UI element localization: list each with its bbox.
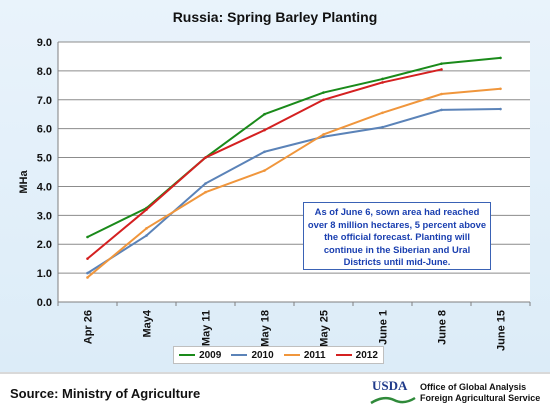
y-tick-label: 4.0 — [37, 181, 52, 193]
x-tick-label: May 18 — [260, 310, 272, 347]
annotation-box: As of June 6, sown area had reached over… — [303, 202, 491, 270]
legend-label-2011: 2011 — [303, 349, 326, 361]
y-tick-label: 6.0 — [37, 124, 52, 136]
legend-item-2010: 2010 — [231, 349, 274, 361]
y-tick-label: 3.0 — [37, 210, 52, 222]
data-point-2011 — [145, 227, 148, 230]
data-point-2010 — [86, 271, 89, 275]
x-tick-label: May 11 — [201, 310, 213, 346]
data-point-2009 — [381, 77, 384, 81]
data-point-2009 — [86, 235, 89, 239]
series-line-2010 — [86, 108, 501, 274]
y-tick-label: 8.0 — [37, 66, 52, 78]
chart-title: Russia: Spring Barley Planting — [172, 9, 378, 25]
x-tick-label: June 1 — [378, 310, 390, 345]
legend-label-2009: 2009 — [199, 349, 222, 361]
data-point-2009 — [263, 112, 266, 116]
data-point-2010 — [204, 182, 207, 185]
legend-item-2011: 2011 — [283, 349, 326, 361]
data-point-2009 — [499, 56, 502, 60]
y-tick-label: 2.0 — [37, 239, 52, 251]
data-point-2009 — [322, 91, 325, 94]
data-point-2012 — [145, 208, 148, 211]
data-point-2012 — [263, 128, 266, 132]
data-point-2010 — [322, 135, 325, 139]
y-tick-label: 7.0 — [37, 95, 52, 107]
y-axis-label: MHa — [18, 170, 30, 194]
y-tick-label: 1.0 — [37, 268, 52, 280]
legend-item-2009: 2009 — [179, 350, 221, 361]
legend-swatch-2010 — [231, 354, 248, 356]
data-point-2011 — [322, 133, 325, 136]
data-point-2012 — [322, 98, 325, 102]
y-tick-labels: 0.0 1.0 2.0 3.0 4.0 5.0 6.0 7.0 8.0 9.0 — [37, 37, 52, 309]
data-point-2010 — [381, 125, 384, 129]
data-point-2010 — [499, 107, 502, 111]
series-line-2011 — [86, 87, 501, 279]
legend-swatch-2012 — [335, 354, 352, 356]
data-point-2010 — [263, 150, 266, 154]
data-point-2011 — [381, 111, 384, 115]
data-point-2011 — [440, 92, 443, 96]
legend: 2009 2010 2011 2012 — [173, 346, 384, 364]
x-tick-label: May4 — [142, 309, 154, 337]
usda-swoosh-icon — [370, 396, 416, 405]
data-point-2012 — [86, 257, 89, 260]
x-tick-label: Apr 26 — [83, 310, 95, 344]
line-chart: 0.0 1.0 2.0 3.0 4.0 5.0 6.0 7.0 8.0 9.0 Apr 26 May… — [18, 37, 531, 351]
x-tick-label: June 8 — [437, 310, 449, 345]
y-tick-label: 9.0 — [37, 37, 52, 49]
data-point-2009 — [440, 62, 443, 65]
data-point-2010 — [440, 108, 443, 112]
data-point-2010 — [145, 234, 148, 237]
data-point-2012 — [381, 81, 384, 84]
data-point-2012 — [204, 156, 207, 159]
x-tick-label: June 15 — [496, 310, 508, 351]
usda-org-name: Office of Global Analysis Foreign Agricu… — [420, 382, 540, 404]
legend-swatch-2009 — [179, 354, 196, 356]
data-point-2011 — [263, 169, 266, 172]
legend-label-2012: 2012 — [355, 349, 378, 361]
legend-label-2010: 2010 — [251, 349, 274, 361]
data-point-2012 — [440, 68, 443, 71]
data-point-2011 — [86, 276, 89, 279]
usda-logo: USDA — [372, 378, 408, 393]
source-note: Source: Ministry of Agriculture — [10, 386, 201, 401]
org-line-2: Foreign Agricultural Service — [420, 393, 541, 403]
series-lines — [86, 56, 502, 279]
legend-item-2012: 2012 — [335, 349, 378, 361]
legend-swatch-2011 — [283, 354, 300, 356]
x-tick-labels: Apr 26 May4 May 11 May 18 May 25 June 1 June 8… — [83, 309, 508, 351]
y-tick-label: 0.0 — [37, 297, 52, 309]
x-tick-label: May 25 — [319, 310, 331, 347]
org-line-1: Office of Global Analysis — [420, 382, 527, 392]
y-tick-label: 5.0 — [37, 153, 52, 165]
data-point-2011 — [499, 87, 502, 91]
data-point-2011 — [204, 190, 207, 194]
